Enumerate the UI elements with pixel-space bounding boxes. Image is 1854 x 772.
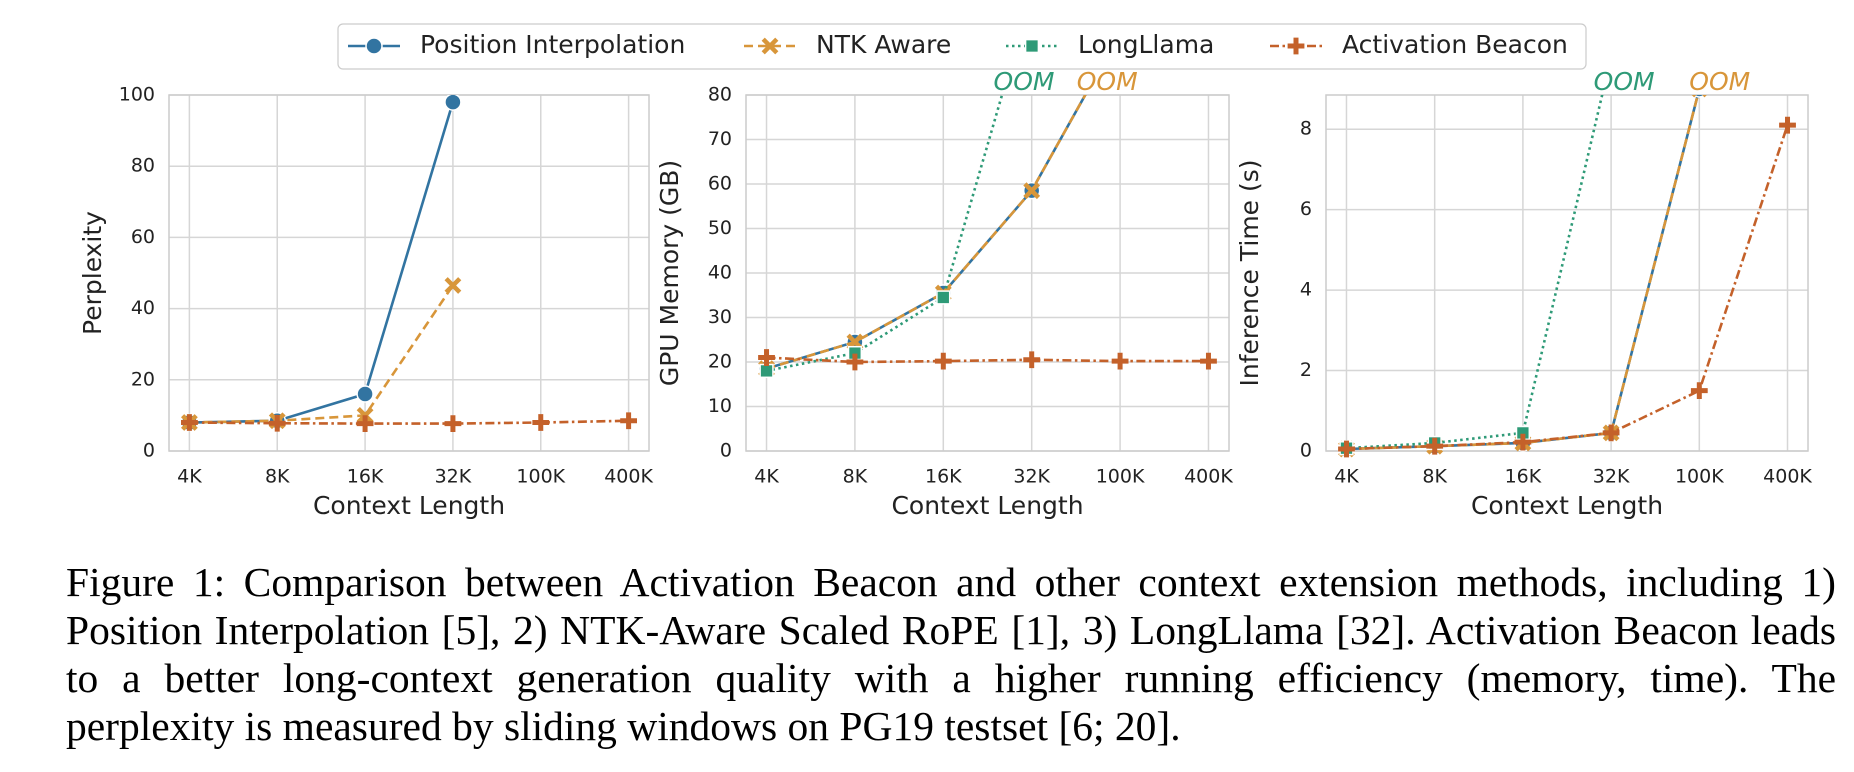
y-tick-label: 40 [131, 297, 155, 319]
data-point [1023, 351, 1041, 369]
x-tick-label: 400K [604, 466, 653, 488]
y-tick-label: 4 [1300, 279, 1312, 301]
x-tick-label: 4K [754, 466, 779, 488]
data-point [1338, 440, 1355, 458]
oom-annotation: OOM [1077, 67, 1138, 96]
x-tick-label: 16K [1505, 466, 1542, 488]
axes-frame [745, 94, 1230, 452]
data-point [268, 414, 286, 432]
axes-frame [168, 94, 650, 452]
data-point [758, 349, 775, 366]
data-point [181, 414, 198, 431]
data-point [356, 385, 374, 403]
data-point [1605, 50, 1618, 63]
y-tick-label: 6 [1300, 198, 1312, 220]
data-point [1514, 433, 1532, 451]
data-point [1690, 382, 1708, 400]
data-point [936, 290, 951, 305]
x-tick-label: 100K [1096, 466, 1145, 488]
plot-area [169, 95, 649, 451]
y-tick-label: 20 [708, 351, 732, 373]
x-axis-label: Context Length [313, 491, 505, 520]
data-point [1779, 116, 1796, 134]
data-point [934, 352, 952, 370]
legend-label: LongLlama [1078, 30, 1214, 59]
data-point [1602, 424, 1620, 442]
x-tick-label: 32K [435, 466, 472, 488]
y-tick-label: 2 [1300, 359, 1312, 381]
x-tick-label: 32K [1013, 466, 1050, 488]
oom-annotation: OOM [994, 67, 1055, 96]
legend-label: Activation Beacon [1342, 30, 1568, 59]
y-tick-label: 60 [708, 173, 732, 195]
data-point [1426, 437, 1444, 455]
data-point [444, 277, 462, 294]
data-point [356, 415, 374, 432]
oom-annotation: OOM [1594, 67, 1655, 96]
y-tick-label: 80 [708, 84, 732, 106]
series-layer [1337, 50, 1796, 458]
y-tick-label: 70 [708, 128, 732, 150]
y-tick-label: 0 [1300, 440, 1312, 462]
y-axis-label: Perplexity [78, 211, 107, 335]
y-tick-label: 8 [1300, 118, 1312, 140]
legend-marker [365, 37, 383, 55]
x-tick-label: 4K [177, 466, 202, 488]
x-tick-label: 16K [347, 466, 384, 488]
x-tick-label: 32K [1593, 466, 1630, 488]
plot-area [1326, 95, 1808, 451]
oom-annotation: OOM [1689, 67, 1750, 96]
series-line [1346, 95, 1604, 450]
legend-label: Position Interpolation [420, 30, 685, 59]
series-layer [180, 95, 637, 432]
data-point [1111, 352, 1129, 370]
series-layer [757, 95, 1217, 379]
caption: Figure 1: Comparison between Activation … [66, 559, 1836, 749]
x-tick-label: 8K [1422, 466, 1447, 488]
data-point [1023, 182, 1041, 200]
y-tick-label: 50 [708, 217, 732, 239]
y-axis-label: GPU Memory (GB) [655, 160, 684, 386]
legend-marker [1024, 38, 1040, 54]
legend-label: NTK Aware [816, 30, 951, 59]
y-tick-label: 80 [131, 155, 155, 177]
data-point [620, 412, 637, 430]
series-line [766, 95, 1087, 370]
series-line [189, 419, 629, 425]
legend-marker [1287, 37, 1305, 55]
legend-marker [761, 37, 779, 55]
data-point [759, 363, 774, 379]
x-tick-label: 100K [1675, 466, 1724, 488]
y-tick-label: 0 [720, 440, 732, 462]
x-tick-label: 400K [1184, 466, 1233, 488]
data-point [532, 414, 550, 431]
x-tick-label: 100K [516, 466, 565, 488]
y-tick-label: 0 [143, 440, 155, 462]
x-tick-label: 8K [843, 466, 868, 488]
data-point [846, 353, 864, 371]
y-tick-label: 100 [119, 84, 155, 106]
legend-box [337, 23, 1587, 70]
y-tick-label: 30 [708, 306, 732, 328]
series-line [1346, 124, 1789, 451]
y-tick-label: 10 [708, 395, 732, 417]
x-tick-label: 8K [265, 466, 290, 488]
x-tick-label: 16K [925, 466, 962, 488]
axes-frame [1325, 94, 1809, 452]
x-tick-label: 4K [1334, 466, 1359, 488]
y-tick-label: 20 [131, 368, 155, 390]
data-point [444, 415, 462, 432]
x-axis-label: Context Length [891, 491, 1083, 520]
y-tick-label: 40 [708, 262, 732, 284]
y-axis-label: Inference Time (s) [1235, 159, 1264, 386]
x-axis-label: Context Length [1471, 491, 1663, 520]
data-point [1692, 95, 1706, 98]
y-tick-label: 60 [131, 226, 155, 248]
data-point [1200, 352, 1217, 370]
x-tick-label: 400K [1763, 466, 1812, 488]
data-point [444, 95, 462, 111]
